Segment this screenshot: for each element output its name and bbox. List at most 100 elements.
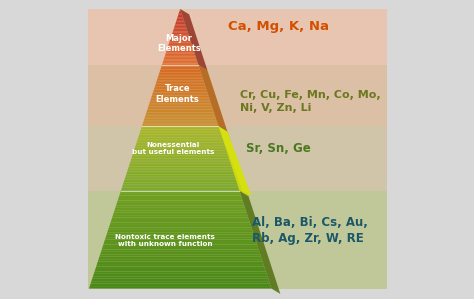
- Text: Cr, Cu, Fe, Mn, Co, Mo,
Ni, V, Zn, Li: Cr, Cu, Fe, Mn, Co, Mo, Ni, V, Zn, Li: [240, 91, 381, 113]
- Polygon shape: [125, 178, 236, 179]
- Polygon shape: [110, 220, 250, 222]
- Polygon shape: [134, 149, 227, 150]
- Polygon shape: [106, 235, 255, 237]
- Polygon shape: [176, 20, 184, 22]
- Polygon shape: [107, 232, 254, 235]
- Polygon shape: [122, 184, 238, 186]
- Polygon shape: [153, 91, 208, 93]
- Polygon shape: [95, 266, 265, 269]
- Polygon shape: [109, 225, 251, 227]
- Polygon shape: [116, 203, 244, 205]
- Polygon shape: [88, 126, 386, 191]
- Polygon shape: [112, 215, 248, 218]
- Polygon shape: [91, 279, 269, 281]
- Polygon shape: [156, 80, 204, 82]
- Polygon shape: [94, 271, 266, 274]
- Polygon shape: [163, 61, 198, 62]
- Polygon shape: [124, 179, 237, 181]
- Polygon shape: [146, 114, 215, 116]
- Polygon shape: [114, 210, 246, 213]
- Polygon shape: [180, 9, 181, 10]
- Polygon shape: [137, 141, 224, 142]
- Polygon shape: [176, 22, 185, 23]
- Polygon shape: [93, 274, 267, 276]
- Polygon shape: [179, 12, 182, 13]
- Polygon shape: [101, 249, 259, 252]
- Polygon shape: [160, 68, 200, 69]
- Polygon shape: [219, 126, 248, 196]
- Polygon shape: [88, 65, 386, 126]
- Polygon shape: [165, 54, 195, 55]
- Polygon shape: [178, 15, 182, 16]
- Polygon shape: [151, 97, 210, 99]
- Polygon shape: [142, 125, 219, 126]
- Polygon shape: [143, 122, 218, 123]
- Polygon shape: [139, 133, 221, 135]
- Polygon shape: [135, 147, 226, 149]
- Polygon shape: [127, 171, 234, 173]
- Polygon shape: [157, 79, 203, 80]
- Polygon shape: [154, 88, 207, 89]
- Polygon shape: [129, 163, 231, 165]
- Polygon shape: [144, 120, 217, 122]
- Polygon shape: [97, 262, 264, 264]
- Polygon shape: [89, 286, 272, 289]
- Polygon shape: [96, 264, 264, 266]
- Polygon shape: [124, 181, 237, 183]
- Polygon shape: [171, 36, 189, 37]
- Polygon shape: [107, 230, 253, 232]
- Polygon shape: [125, 176, 235, 178]
- Polygon shape: [135, 146, 225, 147]
- Polygon shape: [169, 42, 191, 44]
- Polygon shape: [155, 85, 205, 86]
- Text: Nontoxic trace elements
with unknown function: Nontoxic trace elements with unknown fun…: [115, 234, 215, 247]
- Polygon shape: [137, 139, 223, 141]
- Polygon shape: [141, 126, 219, 128]
- Polygon shape: [131, 158, 229, 160]
- Polygon shape: [179, 10, 181, 12]
- Text: Nonessential
but useful elements: Nonessential but useful elements: [131, 141, 214, 155]
- Polygon shape: [168, 45, 192, 47]
- Polygon shape: [166, 51, 194, 52]
- Polygon shape: [164, 55, 196, 57]
- Polygon shape: [164, 58, 197, 59]
- Polygon shape: [130, 162, 230, 163]
- Polygon shape: [177, 17, 183, 19]
- Polygon shape: [172, 34, 189, 36]
- Text: Sr, Sn, Ge: Sr, Sn, Ge: [246, 141, 311, 155]
- Polygon shape: [177, 16, 183, 17]
- Polygon shape: [98, 259, 263, 262]
- Polygon shape: [146, 111, 214, 112]
- Polygon shape: [128, 167, 232, 168]
- Polygon shape: [108, 227, 252, 230]
- Polygon shape: [147, 109, 213, 111]
- Polygon shape: [146, 112, 214, 114]
- Polygon shape: [178, 13, 182, 15]
- Polygon shape: [165, 52, 195, 54]
- Polygon shape: [141, 128, 219, 129]
- Polygon shape: [118, 196, 242, 198]
- Polygon shape: [115, 208, 246, 210]
- Polygon shape: [102, 245, 258, 247]
- Polygon shape: [92, 276, 268, 279]
- Polygon shape: [167, 48, 193, 50]
- Polygon shape: [160, 69, 201, 71]
- Polygon shape: [239, 191, 280, 294]
- Polygon shape: [113, 213, 247, 215]
- Polygon shape: [123, 183, 237, 184]
- Polygon shape: [174, 26, 186, 27]
- Polygon shape: [173, 31, 188, 33]
- Polygon shape: [129, 165, 232, 167]
- Polygon shape: [173, 28, 187, 30]
- Polygon shape: [170, 40, 191, 41]
- Polygon shape: [140, 131, 220, 133]
- Polygon shape: [166, 50, 194, 51]
- Polygon shape: [148, 105, 212, 106]
- Polygon shape: [142, 123, 218, 125]
- Polygon shape: [147, 108, 213, 109]
- Polygon shape: [149, 103, 211, 105]
- Polygon shape: [132, 154, 228, 155]
- Polygon shape: [219, 126, 248, 196]
- Polygon shape: [121, 187, 239, 189]
- Polygon shape: [169, 41, 191, 42]
